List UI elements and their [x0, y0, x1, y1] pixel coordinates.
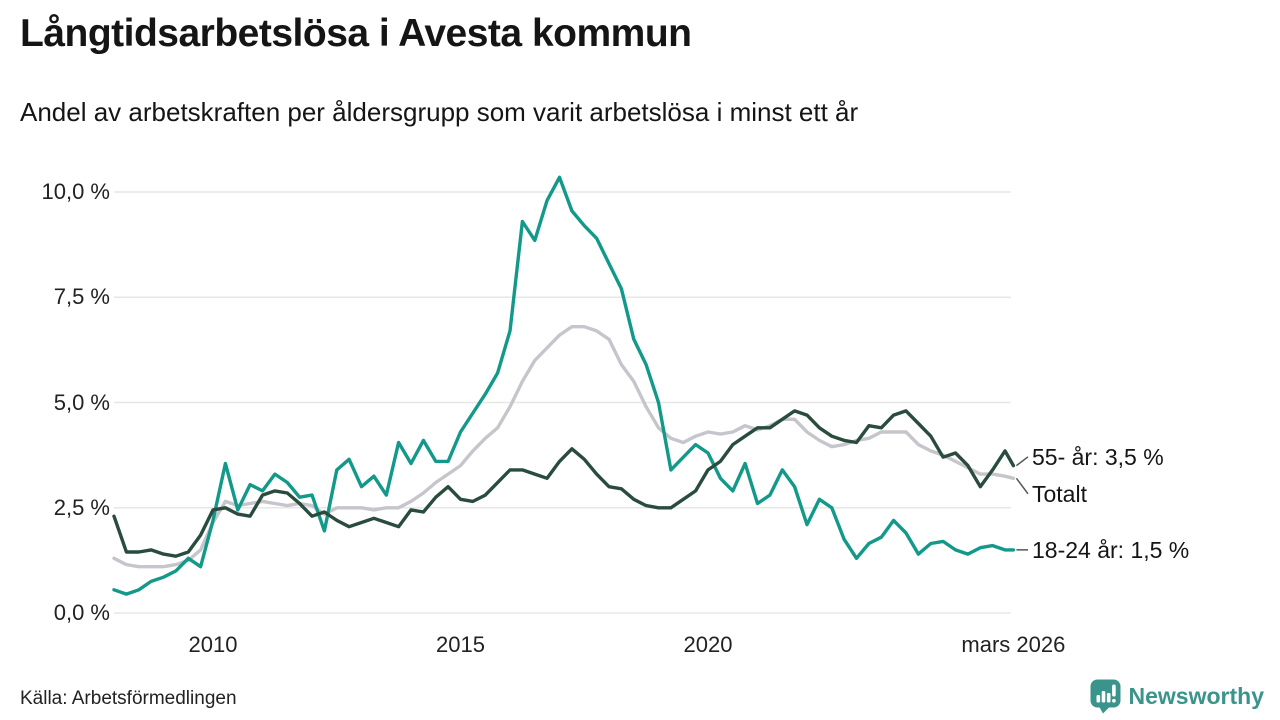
series-line-55-r — [112, 409, 1016, 558]
newsworthy-logo: Newsworthy — [1089, 678, 1264, 714]
series-label-totalt: Totalt — [1032, 480, 1087, 507]
series-label-55-ar: 55- år: 3,5 % — [1032, 443, 1164, 470]
page-title: Långtidsarbetslösa i Avesta kommun — [20, 12, 692, 55]
newsworthy-logo-icon — [1089, 678, 1122, 714]
source-note: Källa: Arbetsförmedlingen — [20, 688, 237, 709]
label-connector — [1015, 456, 1029, 467]
series-label-18-24-ar: 18-24 år: 1,5 % — [1032, 536, 1190, 563]
y-tick-label: 2,5 % — [53, 494, 110, 520]
x-tick-label: 2020 — [683, 632, 733, 657]
series-line-18-24-r — [112, 175, 1016, 596]
y-tick-label: 10,0 % — [41, 179, 111, 204]
label-connector — [1015, 477, 1029, 495]
series-line-totalt — [112, 325, 1016, 569]
newsworthy-logo-text: Newsworthy — [1128, 682, 1264, 709]
x-tick-label: mars 2026 — [961, 632, 1066, 657]
chart-subtitle: Andel av arbetskraften per åldersgrupp s… — [20, 97, 859, 127]
y-tick-label: 0,0 % — [53, 600, 110, 625]
y-tick-label: 5,0 % — [53, 389, 110, 415]
x-tick-label: 2015 — [436, 632, 485, 657]
x-tick-label: 2010 — [188, 632, 238, 657]
y-tick-label: 7,5 % — [53, 284, 110, 310]
